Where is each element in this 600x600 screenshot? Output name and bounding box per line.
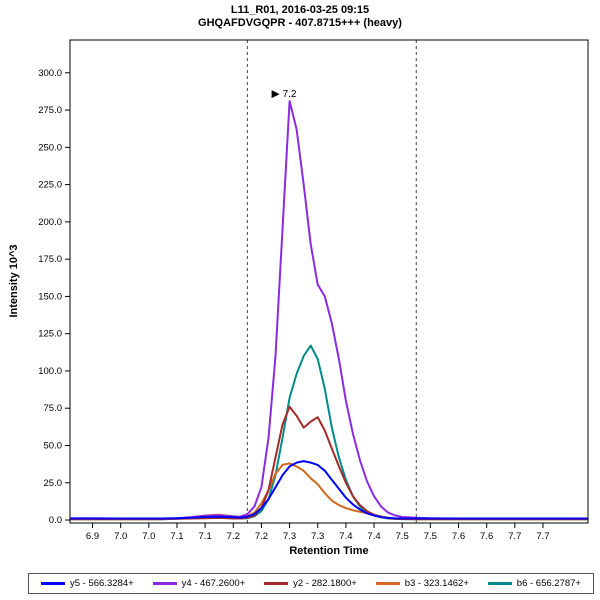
- x-tick-label: 7.3: [311, 531, 324, 542]
- legend-swatch: [41, 582, 65, 585]
- legend-label: b3 - 323.1462+: [404, 578, 469, 589]
- peak-annotation-label[interactable]: 7.2: [283, 89, 297, 100]
- legend-swatch: [487, 582, 512, 585]
- x-tick-label: 7.0: [114, 531, 127, 542]
- legend-item-b3: b3 - 323.1462+: [375, 578, 469, 589]
- legend-label: b6 - 656.2787+: [516, 578, 581, 589]
- x-tick-label: 6.9: [86, 531, 99, 542]
- legend-swatch: [264, 582, 289, 585]
- x-tick-label: 7.4: [367, 531, 380, 542]
- x-tick-label: 7.3: [283, 531, 296, 542]
- y-tick-label: 100.0: [38, 366, 62, 377]
- y-tick-label: 250.0: [38, 142, 62, 153]
- y-tick-label: 150.0: [38, 291, 62, 302]
- legend-label: y4 - 467.2600+: [181, 578, 246, 589]
- legend-item-y5: y5 - 566.3284+: [41, 578, 134, 589]
- y-tick-label: 50.0: [44, 440, 63, 451]
- legend-item-b6: b6 - 656.2787+: [487, 578, 581, 589]
- peak-annotation-arrow: [271, 90, 280, 99]
- chart-title: L11_R01, 2016-03-25 09:15: [230, 4, 370, 16]
- x-tick-label: 7.5: [424, 531, 437, 542]
- x-tick-label: 7.1: [199, 531, 212, 542]
- x-axis-title: Retention Time: [289, 545, 368, 557]
- x-tick-label: 7.4: [339, 531, 352, 542]
- x-tick-label: 7.5: [396, 531, 409, 542]
- y-tick-label: 175.0: [38, 254, 62, 265]
- x-tick-label: 7.0: [142, 531, 155, 542]
- x-tick-label: 7.2: [227, 531, 240, 542]
- y-tick-label: 300.0: [38, 68, 62, 79]
- y-tick-label: 75.0: [44, 403, 63, 414]
- y-tick-label: 25.0: [44, 478, 63, 489]
- x-tick-label: 7.1: [170, 531, 183, 542]
- x-tick-label: 7.7: [536, 531, 549, 542]
- legend-item-y4: y4 - 467.2600+: [152, 578, 246, 589]
- chromatogram-plot[interactable]: Retention Time Intensity 10^3 6.9 7.0 7.0 7…: [0, 30, 600, 570]
- x-tick-label: 7.7: [508, 531, 521, 542]
- legend: y5 - 566.3284+ y4 - 467.2600+ y2 - 282.180…: [28, 573, 594, 594]
- series-line-y5: [70, 460, 588, 520]
- plot-background[interactable]: [70, 40, 588, 523]
- x-tick-label: 7.6: [480, 531, 493, 542]
- y-tick-label: 125.0: [38, 329, 62, 340]
- plot-frame: [69, 39, 589, 524]
- chart-subtitle: GHQAFDVGQPR - 407.8715+++ (heavy): [198, 17, 402, 29]
- x-tick-label: 7.2: [255, 531, 268, 542]
- x-tick-label: 7.6: [452, 531, 465, 542]
- y-tick-label: 0.0: [49, 515, 62, 526]
- y-axis-title: Intensity 10^3: [8, 244, 20, 317]
- legend-label: y2 - 282.1800+: [293, 578, 357, 589]
- legend-item-y2: y2 - 282.1800+: [264, 578, 357, 589]
- legend-swatch: [152, 582, 177, 585]
- y-tick-label: 200.0: [38, 217, 62, 228]
- y-tick-label: 275.0: [38, 105, 62, 116]
- y-tick-label: 225.0: [38, 180, 62, 191]
- legend-swatch: [375, 582, 400, 585]
- legend-label: y5 - 566.3284+: [70, 578, 134, 589]
- series-group: [70, 100, 588, 521]
